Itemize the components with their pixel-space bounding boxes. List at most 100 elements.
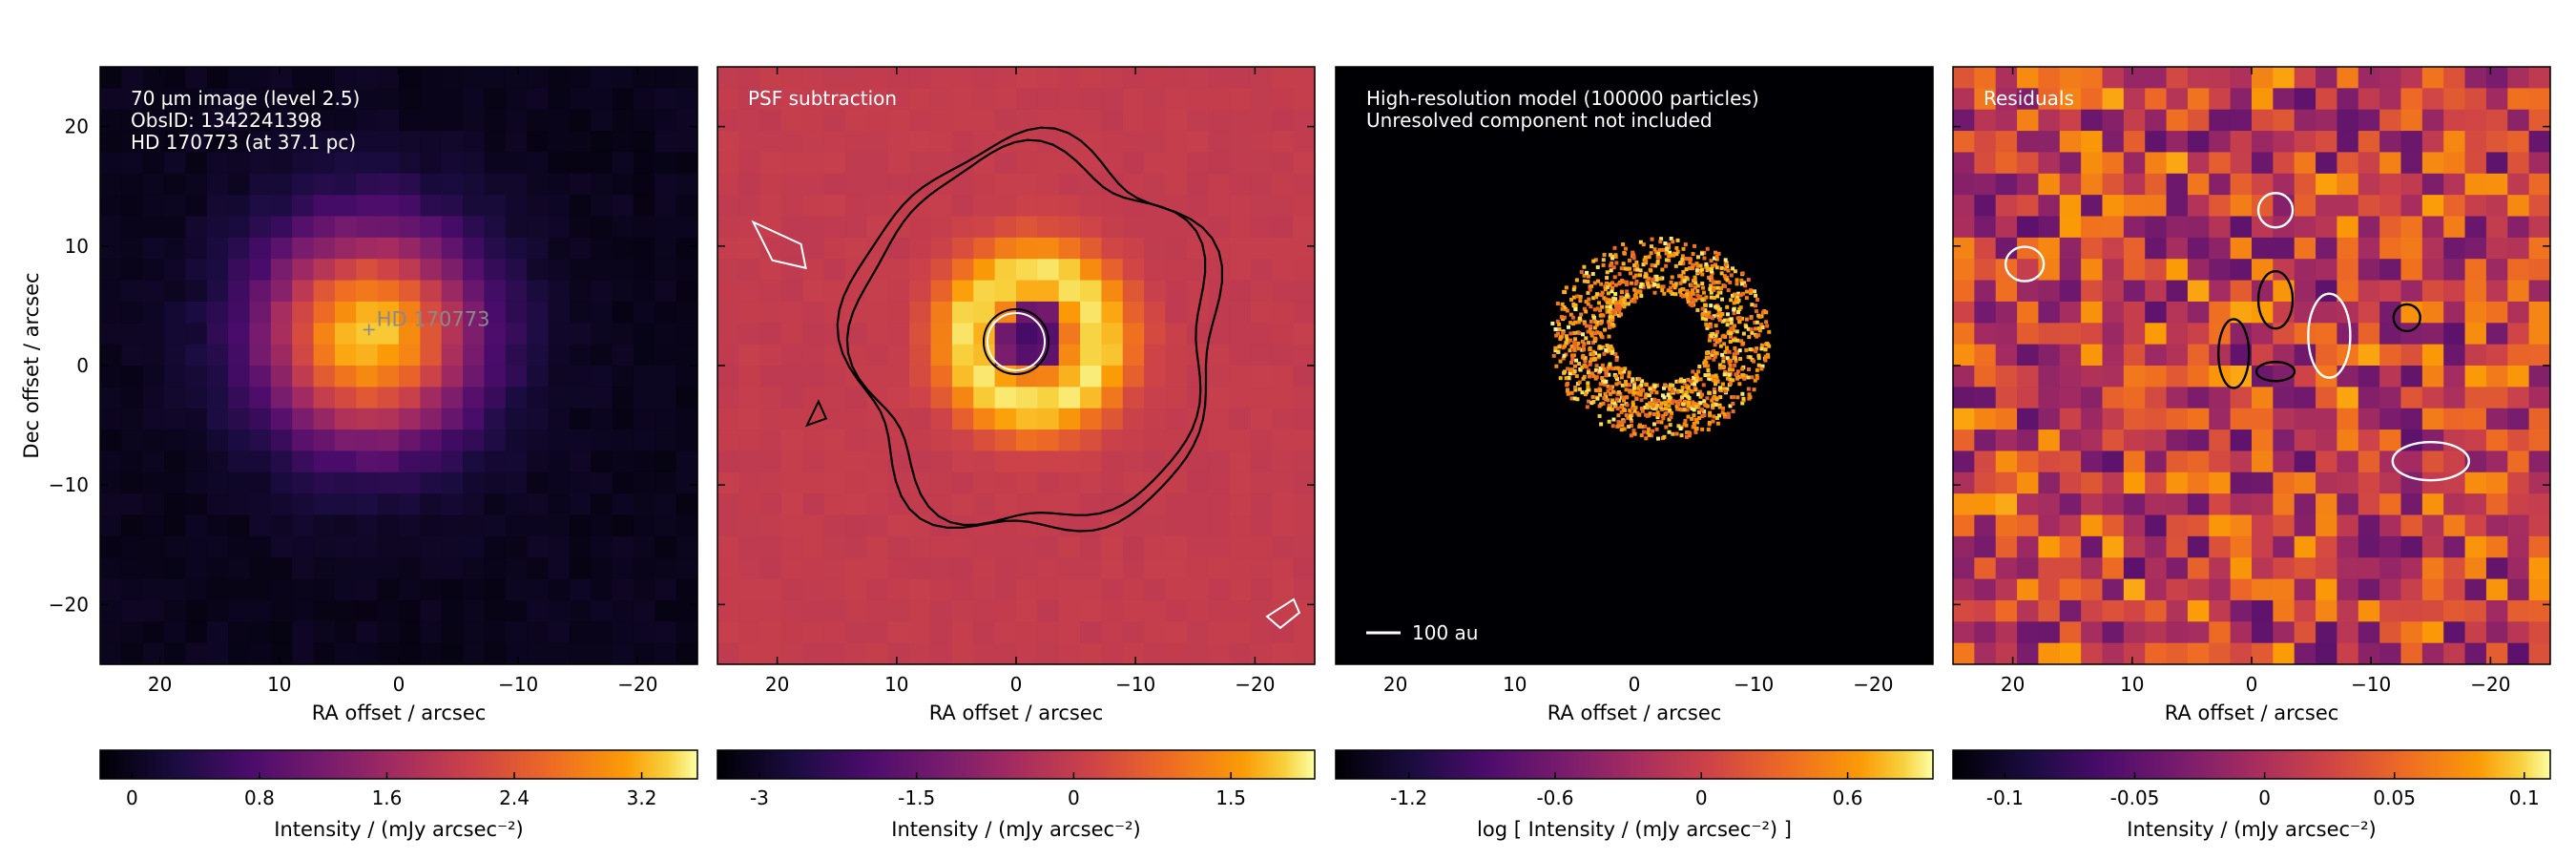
pixel bbox=[2166, 493, 2189, 516]
model-particle bbox=[1695, 307, 1700, 312]
pixel bbox=[1272, 88, 1295, 111]
pixel bbox=[1016, 599, 1038, 622]
pixel bbox=[2316, 408, 2338, 430]
pixel bbox=[377, 195, 400, 218]
pixel bbox=[1122, 152, 1145, 175]
pixel bbox=[781, 131, 804, 154]
model-particle bbox=[1763, 354, 1768, 359]
pixel bbox=[2443, 430, 2466, 452]
model-particle bbox=[1656, 420, 1661, 425]
pixel bbox=[2017, 88, 2040, 111]
pixel bbox=[2230, 493, 2253, 516]
pixel bbox=[2421, 173, 2444, 196]
pixel bbox=[1229, 471, 1252, 494]
pixel bbox=[2123, 578, 2146, 601]
pixel bbox=[1250, 493, 1273, 516]
pixel bbox=[2379, 621, 2402, 644]
pixel bbox=[2017, 366, 2040, 388]
pixel bbox=[2337, 642, 2359, 665]
x-axis-label: RA offset / arcsec bbox=[2165, 702, 2339, 724]
pixel bbox=[2316, 173, 2338, 196]
pixel bbox=[249, 280, 272, 303]
pixel bbox=[633, 323, 655, 346]
model-particle bbox=[1753, 378, 1757, 383]
pixel bbox=[2379, 237, 2402, 260]
model-particle bbox=[1591, 259, 1596, 263]
model-particle bbox=[1705, 246, 1710, 251]
pixel bbox=[142, 173, 165, 196]
model-particle bbox=[1615, 407, 1620, 411]
pixel bbox=[2464, 387, 2487, 409]
pixel bbox=[612, 173, 634, 196]
model-particle bbox=[1634, 289, 1639, 294]
pixel bbox=[441, 471, 464, 494]
pixel bbox=[2038, 280, 2061, 303]
model-particle bbox=[1628, 409, 1632, 413]
pixel bbox=[1144, 430, 1167, 452]
pixel bbox=[441, 344, 464, 367]
pixel bbox=[675, 642, 698, 665]
pixel bbox=[1080, 387, 1103, 409]
pixel bbox=[206, 366, 229, 388]
pixel bbox=[654, 109, 677, 132]
model-particle bbox=[1632, 431, 1637, 436]
pixel bbox=[994, 173, 1017, 196]
pixel bbox=[2528, 88, 2551, 111]
model-particle bbox=[1661, 284, 1666, 289]
pixel bbox=[738, 450, 761, 473]
model-particle bbox=[1611, 417, 1616, 422]
pixel bbox=[1058, 599, 1081, 622]
model-particle bbox=[1606, 398, 1610, 403]
model-particle bbox=[1564, 334, 1568, 339]
pixel bbox=[292, 430, 315, 452]
model-particle bbox=[1619, 409, 1624, 414]
pixel bbox=[1974, 323, 1997, 346]
pixel bbox=[2443, 88, 2466, 111]
pixel bbox=[484, 131, 507, 154]
model-particle bbox=[1743, 283, 1748, 288]
model-particle bbox=[1560, 302, 1565, 306]
model-particle bbox=[1634, 280, 1639, 284]
pixel bbox=[2358, 323, 2380, 346]
pixel bbox=[2400, 195, 2423, 218]
pixel bbox=[100, 450, 122, 473]
pixel bbox=[1272, 366, 1295, 388]
pixel bbox=[206, 173, 229, 196]
model-particle bbox=[1610, 315, 1615, 320]
model-particle bbox=[1728, 331, 1733, 336]
pixel bbox=[2464, 109, 2487, 132]
model-particle bbox=[1559, 315, 1564, 320]
pixel bbox=[484, 344, 507, 367]
pixel bbox=[781, 323, 804, 346]
pixel bbox=[2123, 621, 2146, 644]
pixel bbox=[334, 535, 357, 558]
pixel bbox=[2081, 621, 2104, 644]
model-particle bbox=[1569, 396, 1574, 401]
model-particle bbox=[1714, 255, 1719, 260]
model-particle bbox=[1614, 355, 1619, 360]
pixel bbox=[484, 366, 507, 388]
pixel bbox=[738, 642, 761, 665]
pixel bbox=[2400, 621, 2423, 644]
pixel bbox=[2145, 578, 2168, 601]
pixel bbox=[738, 280, 761, 303]
model-particle bbox=[1706, 364, 1711, 368]
pixel bbox=[292, 366, 315, 388]
model-particle bbox=[1698, 401, 1703, 406]
pixel bbox=[2316, 152, 2338, 175]
pixel bbox=[1974, 642, 1997, 665]
pixel bbox=[377, 88, 400, 111]
model-particle bbox=[1564, 376, 1568, 381]
pixel bbox=[2443, 621, 2466, 644]
pixel bbox=[228, 514, 251, 537]
model-particle bbox=[1565, 388, 1569, 393]
pixel bbox=[420, 514, 443, 537]
pixel bbox=[2464, 408, 2487, 430]
pixel bbox=[206, 237, 229, 260]
pixel bbox=[781, 216, 804, 239]
x-tick-label: 10 bbox=[884, 673, 908, 696]
model-particle bbox=[1755, 334, 1759, 339]
pixel bbox=[1272, 173, 1295, 196]
